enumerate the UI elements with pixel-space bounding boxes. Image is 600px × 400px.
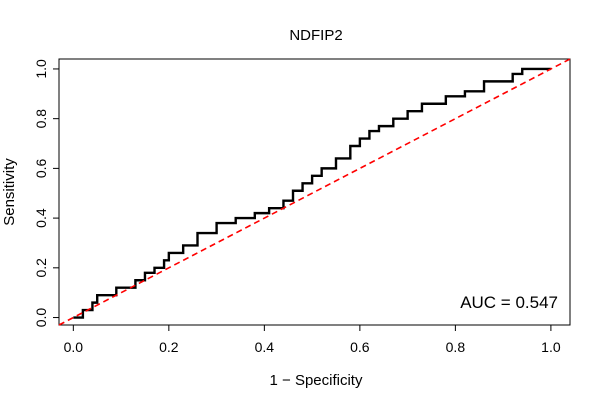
x-axis-label: 1 − Specificity xyxy=(270,372,363,389)
y-tick-label: 1.0 xyxy=(33,59,49,79)
x-tick-label: 0.2 xyxy=(159,339,179,355)
y-tick-label: 0.8 xyxy=(33,109,49,129)
x-tick-label: 0.8 xyxy=(446,339,466,355)
x-tick-label: 0.4 xyxy=(255,339,275,355)
y-tick-label: 0.0 xyxy=(33,308,49,328)
roc-curve-line xyxy=(73,67,551,319)
reference-diagonal-line xyxy=(58,58,571,326)
y-tick-label: 0.2 xyxy=(33,258,49,278)
x-axis: 0.0 0.2 0.4 0.6 0.8 1.0 xyxy=(64,324,561,355)
y-axis: 0.0 0.2 0.4 0.6 0.8 1.0 xyxy=(33,59,60,328)
y-tick-label: 0.6 xyxy=(33,158,49,178)
auc-annotation: AUC = 0.547 xyxy=(460,293,558,312)
x-tick-label: 0.6 xyxy=(350,339,370,355)
x-tick-label: 1.0 xyxy=(541,339,561,355)
y-tick-label: 0.4 xyxy=(33,208,49,228)
y-axis-label: Sensitivity xyxy=(1,158,18,226)
x-tick-label: 0.0 xyxy=(64,339,84,355)
plot-area xyxy=(58,58,571,326)
chart-title: NDFIP2 xyxy=(289,27,342,44)
